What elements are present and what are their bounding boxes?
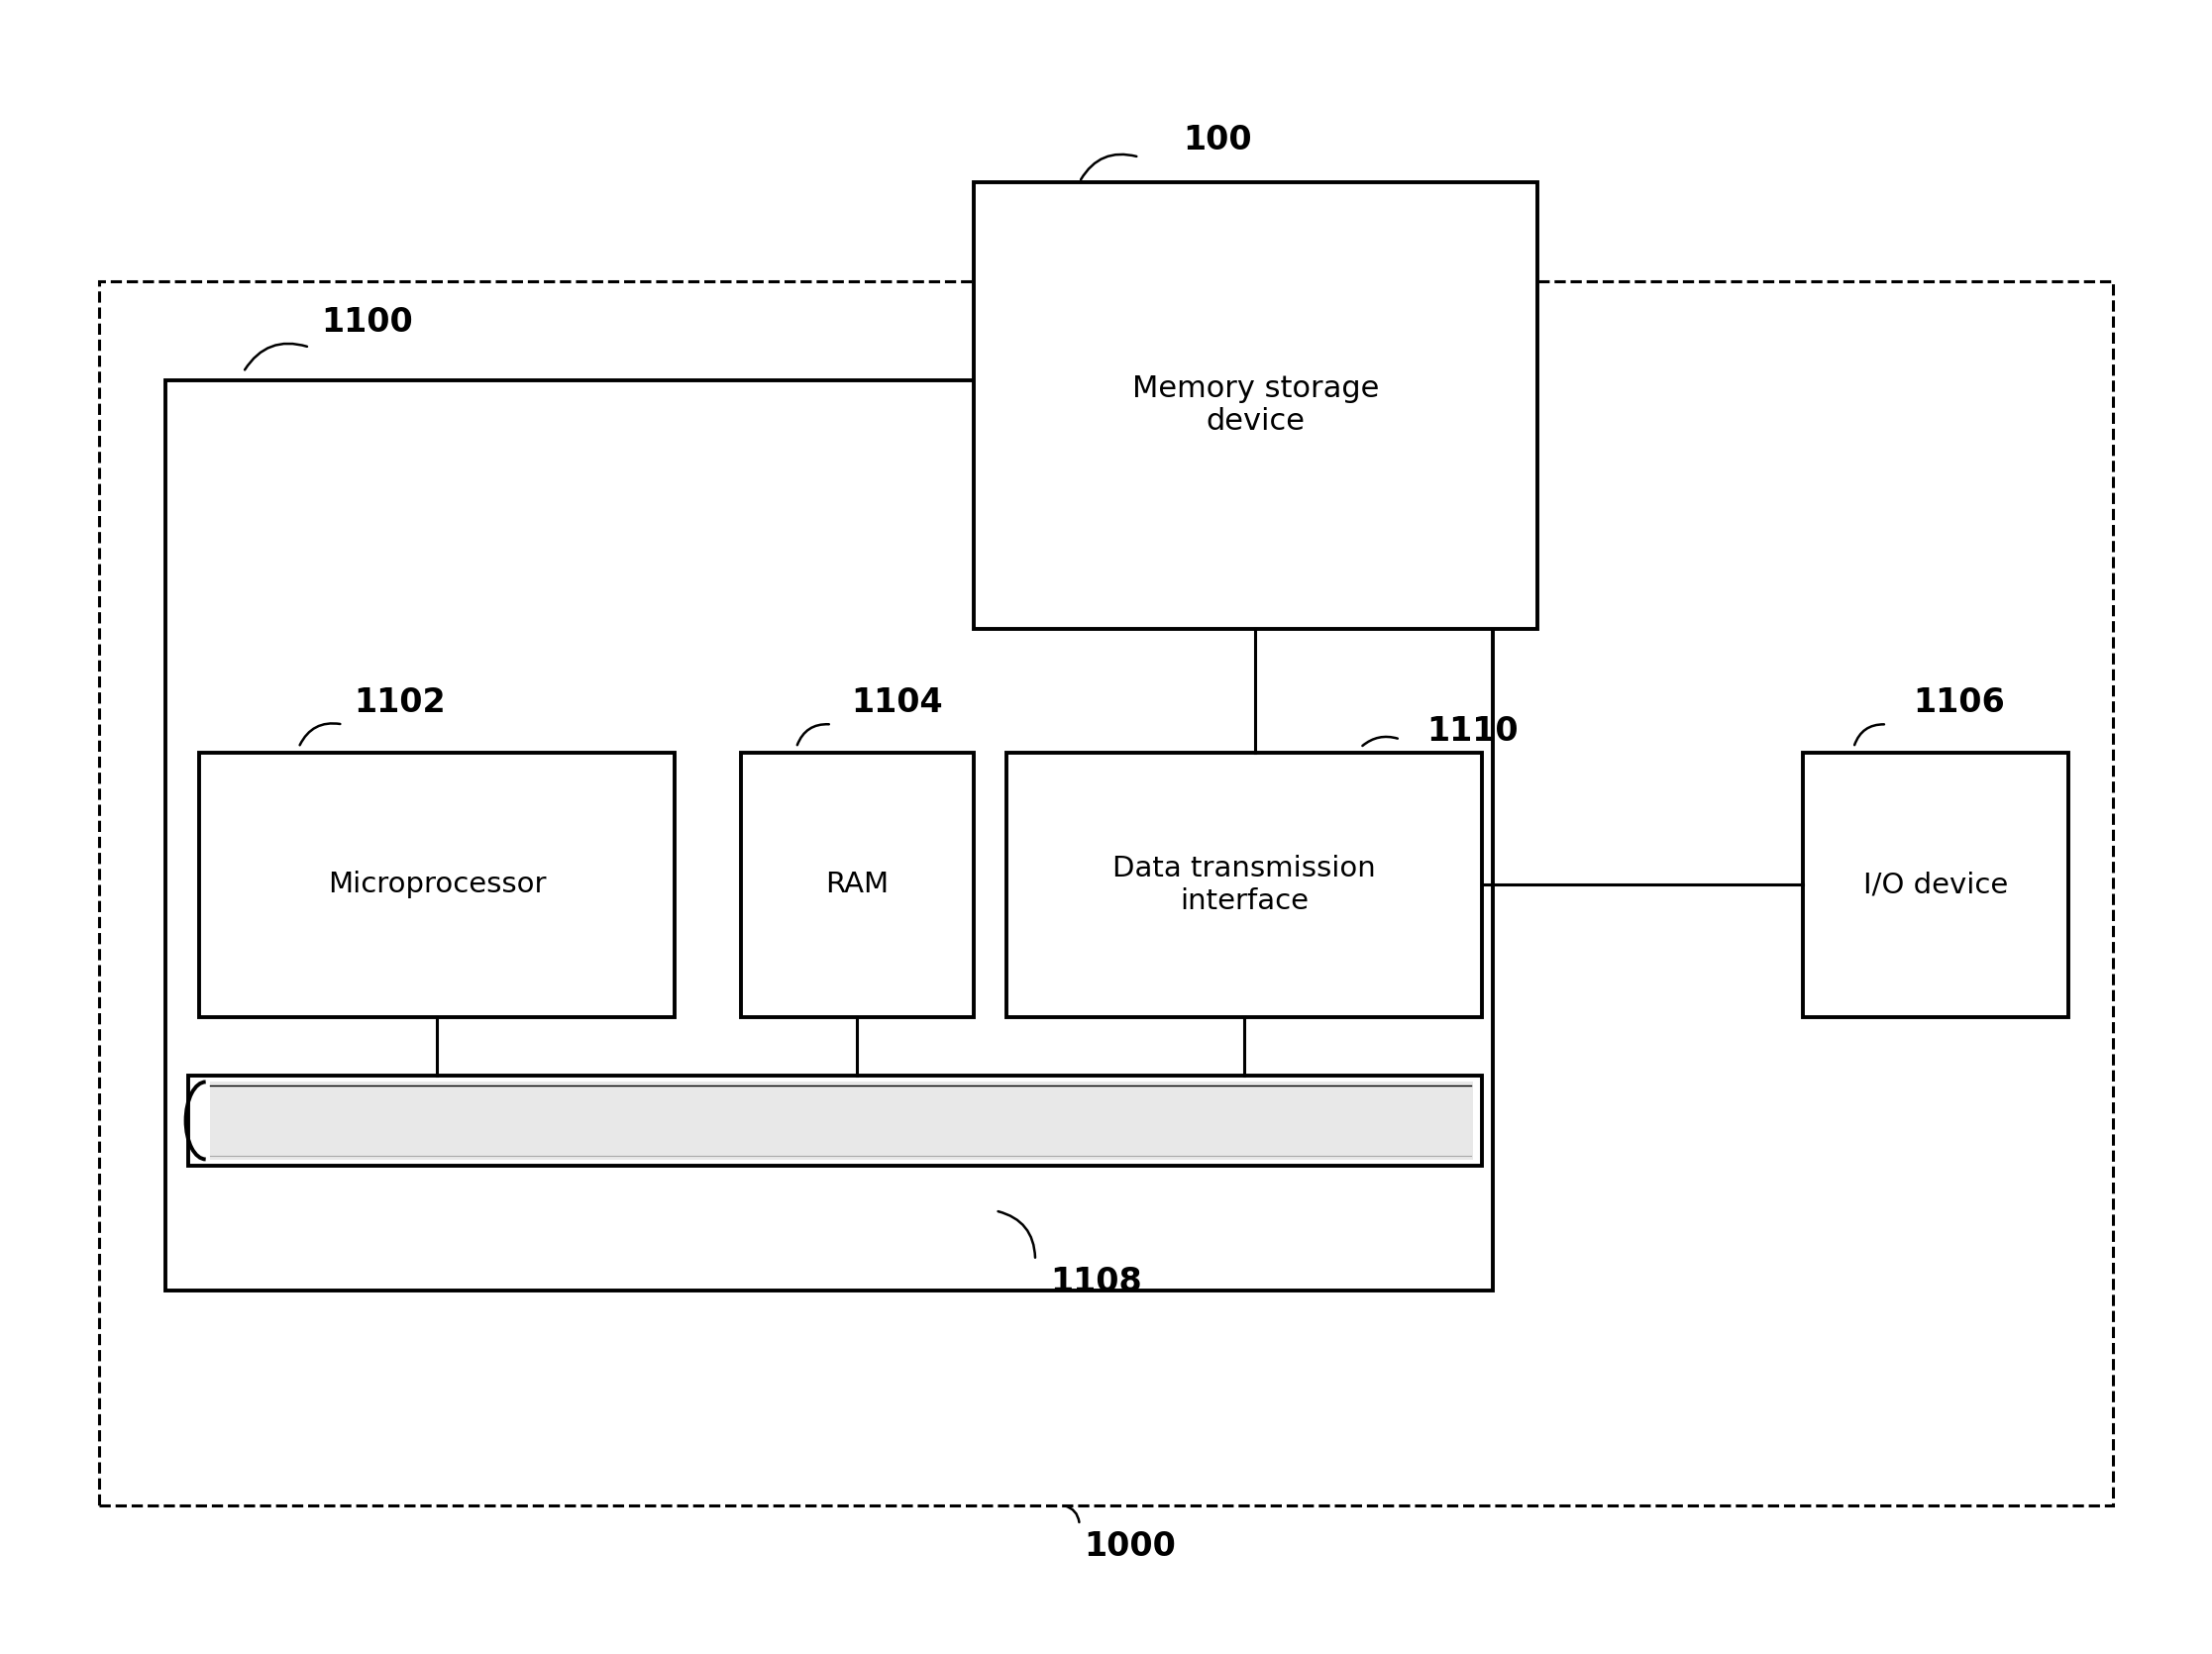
Bar (210, 1082, 1473, 1159)
Bar (1006, 753, 1482, 1017)
Text: 1100: 1100 (321, 306, 414, 339)
Text: 1000: 1000 (1084, 1530, 1177, 1563)
Bar (100, 281, 2112, 1505)
Text: 1108: 1108 (1051, 1265, 1144, 1298)
Bar (188, 1075, 1482, 1166)
Text: 1102: 1102 (354, 686, 445, 719)
Bar (199, 753, 675, 1017)
Text: 1104: 1104 (852, 686, 942, 719)
Bar (1803, 753, 2068, 1017)
Text: RAM: RAM (825, 872, 889, 898)
Text: 1110: 1110 (1427, 715, 1517, 748)
Text: Memory storage
device: Memory storage device (1133, 374, 1378, 437)
Text: Microprocessor: Microprocessor (327, 872, 546, 898)
Bar (973, 182, 1537, 629)
Text: I/O device: I/O device (1863, 872, 2008, 898)
Bar (166, 380, 1493, 1290)
Bar (741, 753, 973, 1017)
Text: Data transmission
interface: Data transmission interface (1113, 855, 1376, 915)
Text: 100: 100 (1183, 124, 1252, 157)
Text: 1106: 1106 (1913, 686, 2006, 719)
